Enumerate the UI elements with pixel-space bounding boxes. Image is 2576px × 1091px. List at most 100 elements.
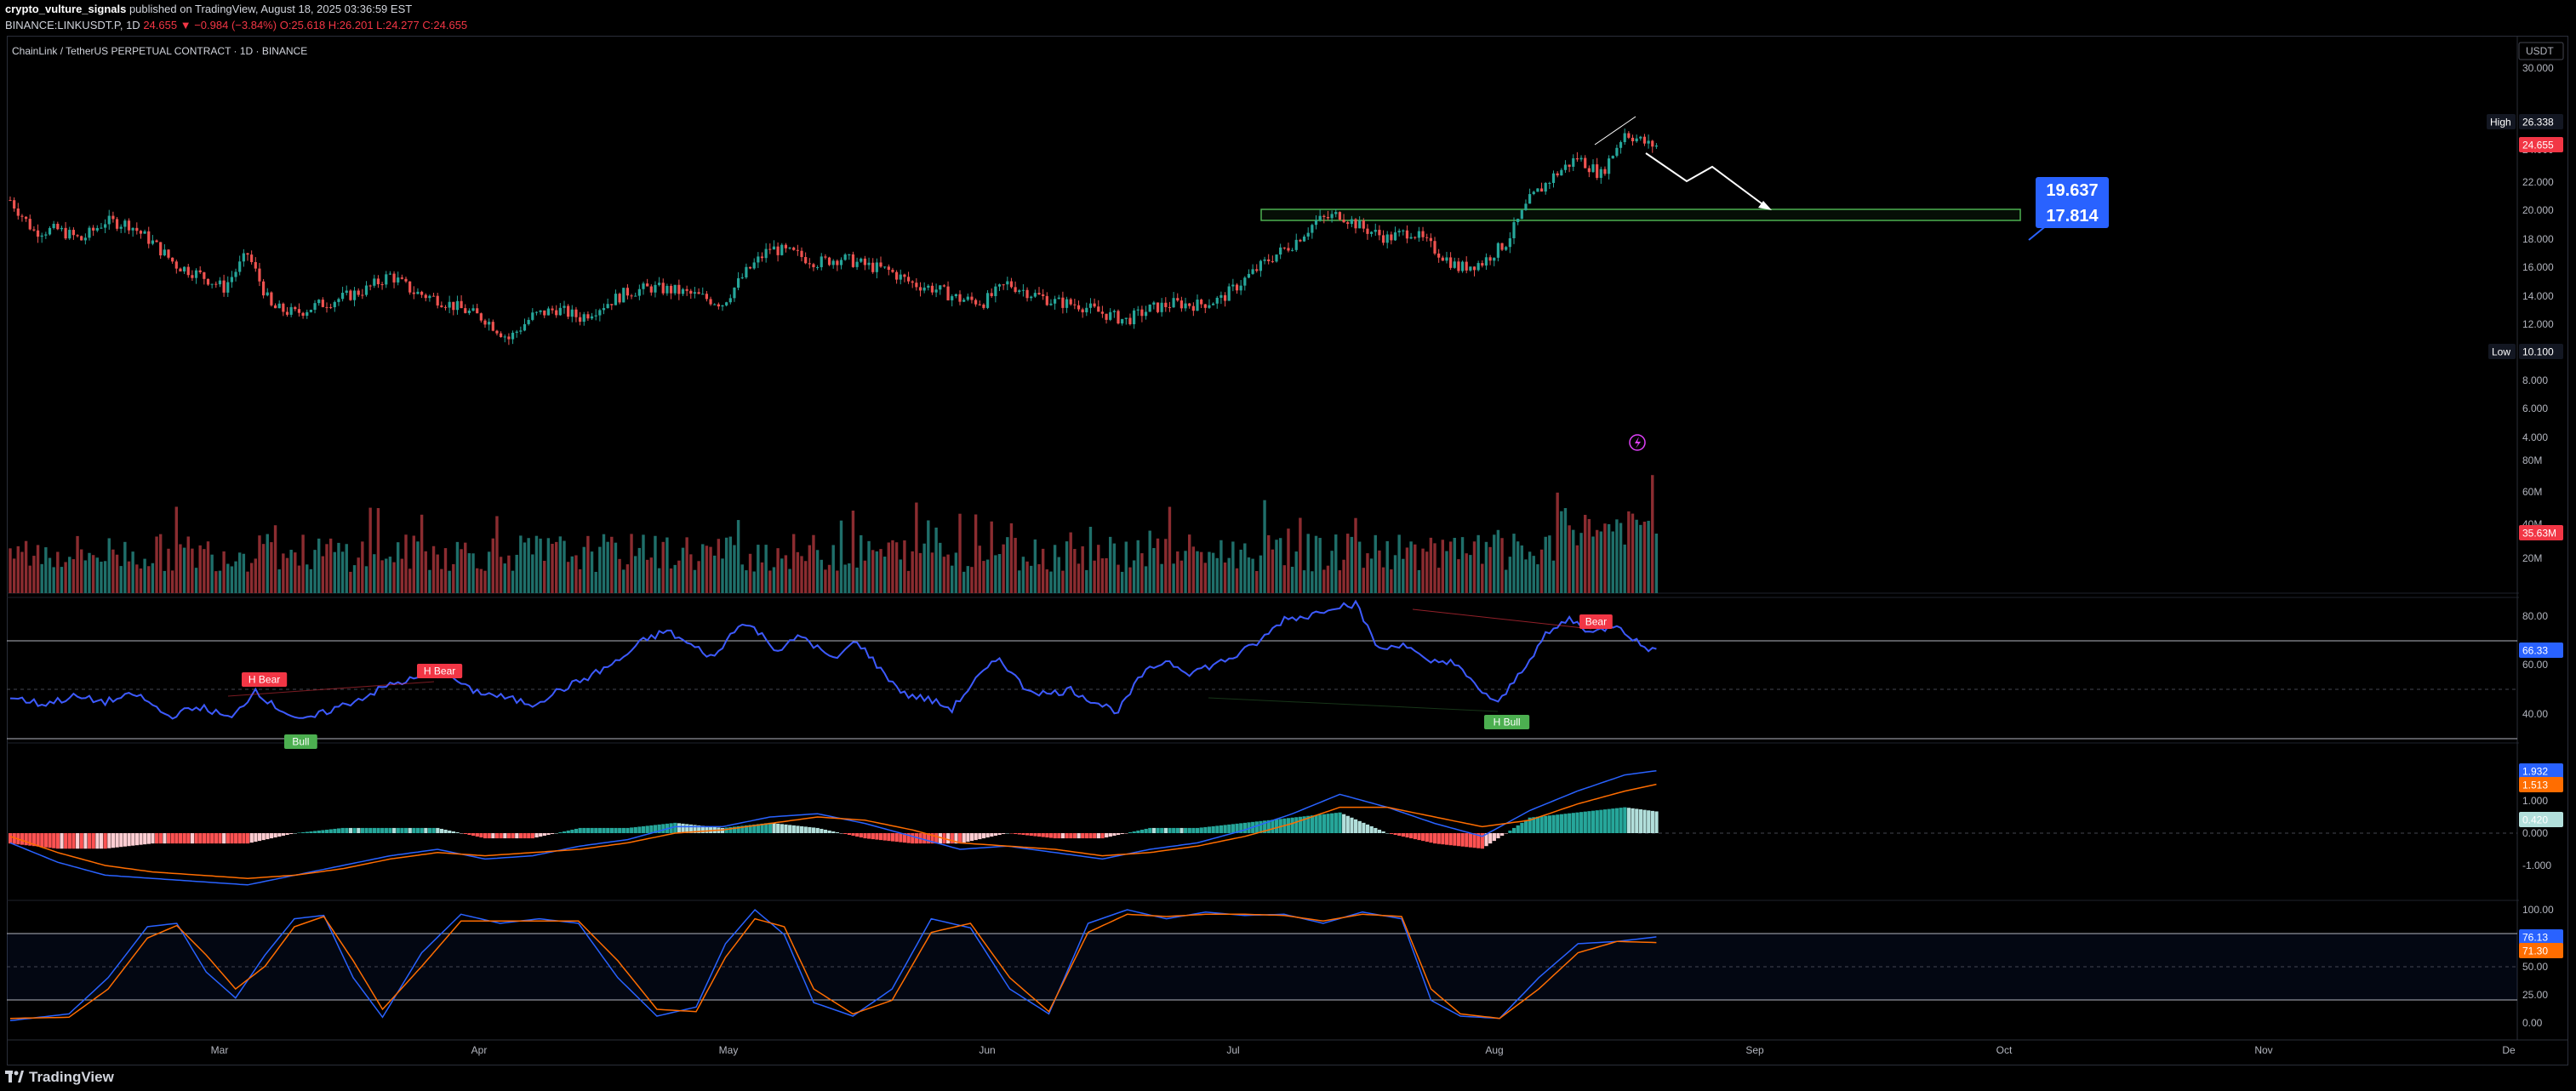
symbol-label[interactable]: BINANCE:LINKUSDT.P, 1D: [5, 19, 140, 31]
target-box[interactable]: [2036, 177, 2109, 228]
macd-hist-bar: [1523, 820, 1528, 833]
candle: [1402, 229, 1405, 236]
volume-bar: [306, 564, 309, 593]
volume-bar: [815, 550, 820, 593]
macd-hist-bar: [52, 833, 56, 848]
macd-hist-bar: [700, 825, 705, 833]
volume-bar: [1294, 551, 1298, 593]
macd-hist-bar: [289, 833, 294, 835]
candle: [1572, 154, 1575, 172]
candle: [341, 286, 345, 302]
candle: [1584, 155, 1587, 169]
lightning-icon[interactable]: [1629, 434, 1646, 451]
volume-bar: [1314, 535, 1318, 593]
volume-bar: [1037, 563, 1041, 593]
candle: [951, 294, 954, 307]
macd-hist-bar: [796, 825, 800, 833]
macd-hist-bar: [578, 827, 582, 833]
volume-bar: [357, 557, 360, 593]
volume-bar: [1548, 535, 1551, 593]
macd-hist-bar: [705, 825, 709, 833]
candle: [1311, 223, 1314, 239]
volume-bar: [1053, 545, 1057, 593]
candle: [1532, 191, 1535, 196]
volume-bar: [784, 555, 788, 593]
date-tick: Aug: [1485, 1044, 1503, 1056]
volume-bar: [1148, 530, 1151, 593]
candle: [1061, 291, 1065, 314]
macd-hist-bar: [246, 833, 250, 844]
macd-hist-bar: [985, 833, 990, 838]
support-zone[interactable]: [1260, 208, 2021, 221]
publisher-name[interactable]: crypto_vulture_signals: [5, 3, 127, 15]
macd-hist-bar: [594, 827, 598, 833]
candle: [455, 295, 460, 315]
macd-hist-bar: [1184, 827, 1188, 833]
macd-hist-bar: [1413, 833, 1417, 840]
rsi-label[interactable]: H Bear: [417, 664, 463, 678]
macd-hist-bar: [1302, 816, 1306, 833]
candle: [1539, 182, 1544, 192]
candle: [448, 295, 451, 314]
candle: [337, 297, 340, 306]
tradingview-logo[interactable]: TradingView: [5, 1069, 114, 1086]
volume-bar: [1006, 537, 1009, 593]
candle: [214, 281, 218, 288]
candle: [764, 243, 768, 263]
candle: [1334, 208, 1338, 218]
candle: [1575, 151, 1579, 163]
projection-arrow[interactable]: [1645, 152, 1769, 209]
volume-bar: [1409, 541, 1413, 593]
macd-hist-bar: [443, 829, 448, 833]
volume-bar: [1572, 529, 1575, 593]
candle: [867, 257, 871, 270]
candle: [71, 227, 75, 240]
rsi-label[interactable]: H Bull: [1484, 715, 1530, 729]
candle: [1275, 254, 1278, 263]
currency-selector[interactable]: USDT: [2518, 42, 2564, 60]
volume-bar: [1369, 558, 1374, 593]
candle: [56, 221, 60, 231]
volume-bar: [186, 536, 190, 593]
macd-hist-bar: [475, 833, 479, 837]
volume-bar: [1282, 565, 1286, 593]
candle: [329, 303, 333, 310]
volume-bar: [1243, 543, 1247, 593]
candle: [1381, 230, 1385, 246]
rsi-label[interactable]: Bear: [1579, 614, 1613, 629]
volume-bar: [32, 556, 36, 593]
candle: [934, 283, 938, 298]
rsi-label[interactable]: H Bear: [242, 672, 288, 687]
macd-hist-bar: [1488, 833, 1493, 844]
macd-hist-bar: [1117, 833, 1121, 836]
macd-hist-bar: [388, 827, 392, 833]
volume-bar: [1532, 556, 1535, 593]
volume-bar: [1642, 521, 1647, 593]
volume-bar: [1536, 564, 1539, 593]
volume-bar: [1496, 529, 1500, 593]
macd-hist-bar: [1535, 816, 1540, 833]
volume-bar: [373, 554, 376, 593]
candle: [1425, 233, 1429, 242]
candle: [1077, 300, 1081, 312]
volume-bar: [483, 570, 487, 593]
candle: [1611, 155, 1614, 159]
volume-bar: [1587, 518, 1591, 593]
macd-hist-bar: [309, 831, 313, 833]
macd-hist-bar: [902, 833, 907, 843]
macd-hist-bar: [590, 827, 594, 833]
candle: [119, 224, 123, 233]
chart-frame: [7, 36, 2568, 1065]
candle: [725, 301, 728, 307]
candle: [491, 319, 494, 332]
volume-bar: [56, 551, 60, 593]
volume-bar: [179, 544, 182, 593]
stoch-d-last-tag: 71.30: [2519, 943, 2563, 958]
price-tick: 20.000: [2522, 204, 2554, 216]
volume-bar: [368, 507, 372, 593]
macd-hist-bar: [158, 833, 163, 844]
volume-bar: [1196, 551, 1199, 593]
rsi-label[interactable]: Bull: [284, 734, 317, 749]
macd-hist-bar: [178, 833, 183, 844]
